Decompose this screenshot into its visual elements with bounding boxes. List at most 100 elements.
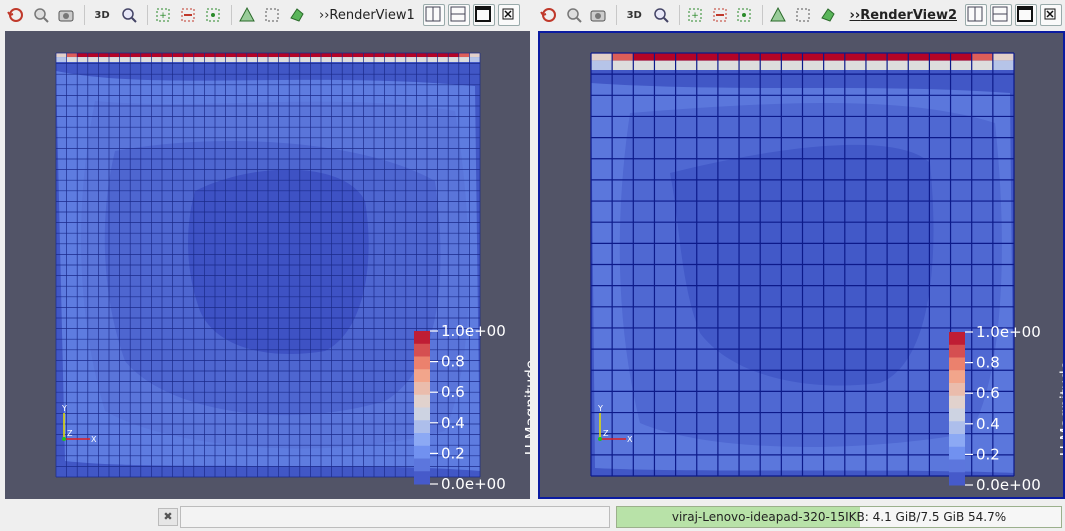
reset-camera-button[interactable] — [538, 4, 560, 26]
color-legend-swatch — [949, 344, 965, 358]
grow-selection-button[interactable] — [202, 4, 224, 26]
y-axis-label: Y — [61, 404, 67, 413]
maximize-icon — [474, 6, 491, 22]
toolbar-separator — [616, 5, 618, 25]
interactive-select-icon — [796, 8, 810, 22]
color-legend-swatch — [949, 395, 965, 409]
deselect-cells-icon — [713, 8, 726, 22]
render-view-2[interactable]: Y Z X 1.0e+00 0.8 0.6 0.4 0.2 0.0e+00 U Magnitude — [538, 31, 1065, 499]
split-horizontal-icon — [425, 6, 441, 22]
mesh-grid-lines — [55, 52, 481, 478]
color-legend-tick-label: 0.2 — [441, 444, 465, 462]
select-points-button[interactable] — [236, 4, 258, 26]
zoom-to-data-icon — [566, 8, 582, 23]
reset-camera-icon — [540, 8, 556, 22]
split-vertical-button[interactable] — [447, 4, 470, 26]
reset-camera-icon — [7, 8, 23, 22]
color-legend-tick-label: 1.0e+00 — [976, 323, 1041, 341]
color-legend-swatch — [414, 445, 430, 459]
interactive-select-button[interactable] — [261, 4, 283, 26]
lid-velocity-band — [56, 53, 480, 62]
velocity-contour-band — [670, 144, 934, 386]
grow-selection-icon — [206, 8, 220, 22]
color-legend-tick-label: 1.0e+00 — [441, 322, 506, 340]
memory-inspector-bar[interactable]: viraj-Lenovo-ideapad-320-15IKB: 4.1 GiB/… — [616, 506, 1062, 528]
render-view-title: RenderView2 — [860, 7, 957, 23]
split-horizontal-button[interactable] — [965, 4, 987, 26]
zoom-to-data-button[interactable] — [563, 4, 585, 26]
reset-camera-button[interactable] — [5, 4, 27, 26]
orientation-axes: Y Z X — [597, 404, 633, 444]
color-legend-swatch — [414, 331, 430, 345]
capture-screenshot-icon — [590, 10, 606, 22]
zoom-to-box-button[interactable] — [118, 4, 140, 26]
render-view-title: RenderView1 — [329, 7, 415, 23]
color-legend-swatch — [949, 459, 965, 473]
select-points-button[interactable] — [767, 4, 789, 26]
render-view-name[interactable]: ››RenderView1 — [319, 8, 415, 23]
color-legend-tick-label: 0.4 — [976, 415, 1000, 433]
color-legend-tick-label: 0.2 — [976, 445, 1000, 463]
zoom-to-box-icon — [654, 8, 669, 23]
color-legend-swatch — [414, 343, 430, 357]
deselect-cells-icon — [181, 8, 195, 22]
zoom-to-box-button[interactable] — [650, 4, 672, 26]
hover-points-button[interactable] — [286, 4, 308, 26]
maximize-button[interactable] — [1015, 4, 1037, 26]
grow-selection-button[interactable] — [733, 4, 755, 26]
z-axis-label: Z — [603, 429, 609, 438]
close-view-icon — [502, 8, 514, 20]
interactive-select-button[interactable] — [792, 4, 814, 26]
color-legend[interactable]: 1.0e+00 0.8 0.6 0.4 0.2 0.0e+00 U Magnitude — [949, 323, 1063, 494]
y-axis-label: Y — [597, 404, 603, 413]
render-view-name[interactable]: ››RenderView2 — [850, 8, 958, 23]
color-legend-swatch — [949, 446, 965, 460]
close-view-icon — [1044, 8, 1056, 20]
svg-text:+: + — [691, 11, 699, 21]
lid-velocity-band — [591, 53, 1014, 70]
select-cells-button[interactable]: + — [152, 4, 174, 26]
split-horizontal-icon — [967, 6, 983, 22]
memory-usage-text: viraj-Lenovo-ideapad-320-15IKB: 4.1 GiB/… — [671, 510, 1007, 524]
color-legend-swatch — [414, 407, 430, 421]
maximize-button[interactable] — [472, 4, 495, 26]
color-legend-tick-label: 0.8 — [976, 354, 1000, 372]
toolbar-separator — [147, 5, 148, 25]
color-legend-swatch — [414, 356, 430, 370]
color-legend[interactable]: 1.0e+00 0.8 0.6 0.4 0.2 0.0e+00 U Magnitude — [414, 322, 530, 493]
status-message-field — [180, 506, 610, 528]
z-axis-dot — [62, 437, 66, 441]
select-points-icon — [770, 6, 786, 22]
select-cells-icon: + — [688, 8, 702, 22]
capture-screenshot-icon — [58, 10, 74, 22]
split-vertical-button[interactable] — [990, 4, 1012, 26]
select-cells-button[interactable]: + — [684, 4, 706, 26]
color-legend-swatch — [949, 434, 965, 448]
color-legend-swatch — [414, 433, 430, 447]
color-legend-swatch — [949, 357, 965, 371]
cavity-mesh — [590, 52, 1015, 477]
deselect-cells-button[interactable] — [177, 4, 199, 26]
capture-screenshot-button[interactable] — [588, 4, 610, 26]
zoom-to-data-icon — [34, 8, 49, 23]
split-horizontal-button[interactable] — [422, 4, 445, 26]
capture-screenshot-button[interactable] — [55, 4, 77, 26]
color-legend-title: U Magnitude — [522, 360, 530, 455]
toggle-3d-button[interactable]: 3D — [94, 9, 110, 21]
close-icon[interactable]: ✖ — [158, 508, 178, 526]
hover-points-button[interactable] — [817, 4, 839, 26]
color-legend-tick-label: 0.8 — [441, 353, 465, 371]
color-legend-tick-label: 0.6 — [976, 384, 1000, 402]
zoom-to-data-button[interactable] — [30, 4, 52, 26]
chevron-right-icon: ›› — [849, 7, 861, 23]
deselect-cells-button[interactable] — [709, 4, 731, 26]
close-view-button[interactable] — [497, 4, 520, 26]
memory-usage-fill — [617, 507, 860, 527]
render-view-1[interactable]: Y Z X 1.0e+00 0.8 0.6 0.4 0.2 0.0e+00 U Magnitude — [5, 31, 530, 499]
toggle-3d-button[interactable]: 3D — [626, 9, 642, 21]
z-axis-dot — [598, 437, 602, 441]
z-axis-label: Z — [67, 429, 73, 438]
color-legend-swatch — [414, 458, 430, 472]
color-legend-swatch — [949, 370, 965, 384]
close-view-button[interactable] — [1040, 4, 1062, 26]
